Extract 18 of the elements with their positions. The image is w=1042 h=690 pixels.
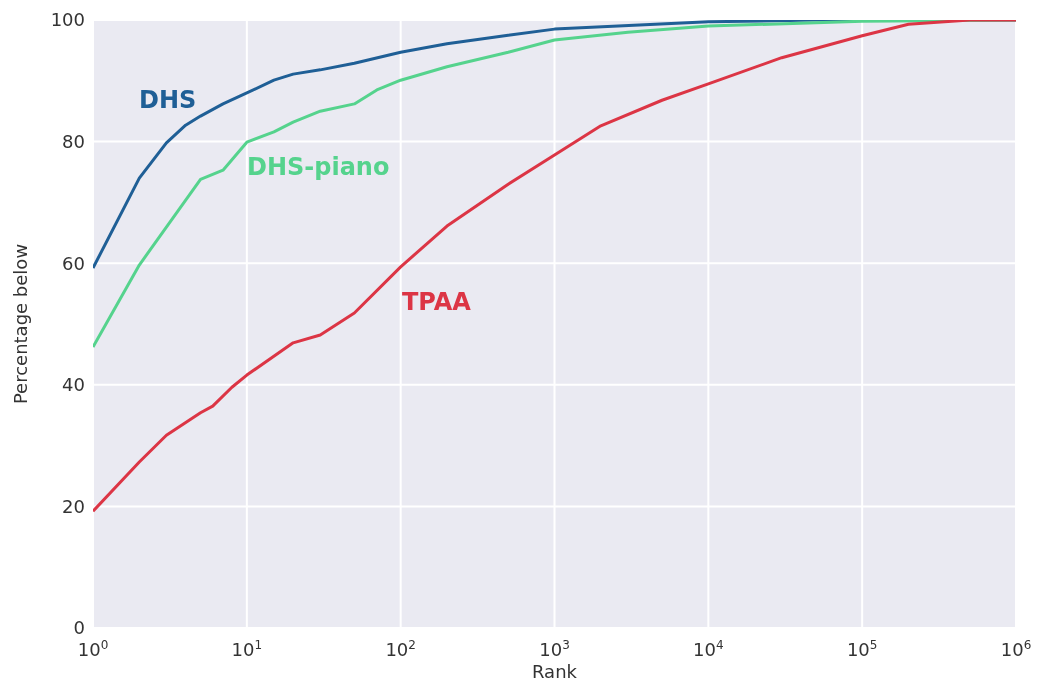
y-tick-label: 100	[50, 9, 85, 31]
x-tick-label: 10$^{1}$	[231, 638, 263, 660]
y-tick-label: 60	[62, 252, 85, 274]
x-tick-label: 10$^{5}$	[846, 638, 878, 660]
y-axis-title: Percentage below	[10, 243, 32, 405]
series-label: DHS	[139, 86, 197, 114]
series-label: DHS-piano	[247, 153, 390, 181]
y-tick-label: 80	[62, 130, 85, 152]
x-tick-label: 10$^{3}$	[539, 638, 570, 660]
x-tick-label: 10$^{0}$	[77, 638, 109, 660]
series-label: TPAA	[402, 288, 471, 316]
x-tick-label: 10$^{6}$	[1000, 638, 1032, 660]
y-tick-label: 20	[62, 495, 85, 517]
x-tick-label: 10$^{2}$	[385, 638, 416, 660]
y-tick-label: 0	[73, 617, 85, 639]
x-tick-label: 10$^{4}$	[693, 638, 724, 660]
y-tick-label: 40	[62, 374, 85, 396]
x-axis-title: Rank	[532, 661, 578, 682]
